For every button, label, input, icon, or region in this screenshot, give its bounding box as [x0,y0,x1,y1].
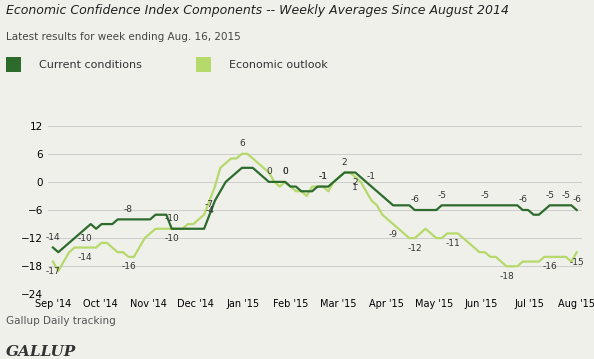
Text: -8: -8 [124,205,133,214]
Text: -6: -6 [572,195,581,205]
Text: -18: -18 [499,272,514,281]
Text: Gallup Daily tracking: Gallup Daily tracking [6,316,116,326]
Text: 0: 0 [266,167,272,176]
Text: -5: -5 [545,191,554,200]
Text: -16: -16 [121,262,136,271]
Text: -1: -1 [318,172,327,181]
Text: -14: -14 [78,253,93,262]
Text: -10: -10 [78,234,93,243]
Text: 2: 2 [352,178,358,187]
Text: 6: 6 [239,139,245,148]
Text: -5: -5 [437,191,446,200]
Text: -1: -1 [367,172,376,181]
Text: GALLUP: GALLUP [6,345,76,359]
Text: Economic outlook: Economic outlook [229,60,327,70]
Text: 1: 1 [352,183,358,192]
Text: -1: -1 [318,172,327,181]
Text: Economic Confidence Index Components -- Weekly Averages Since August 2014: Economic Confidence Index Components -- … [6,4,509,17]
Text: 0: 0 [282,167,288,176]
Text: -6: -6 [518,195,527,205]
Text: 0: 0 [282,167,288,176]
Text: -12: -12 [407,244,422,253]
Text: Latest results for week ending Aug. 16, 2015: Latest results for week ending Aug. 16, … [6,32,241,42]
Text: -7: -7 [205,200,214,209]
Text: -9: -9 [388,230,397,239]
Text: -16: -16 [542,262,557,271]
Text: -6: -6 [410,195,419,205]
Text: -10: -10 [165,214,179,223]
Text: -15: -15 [569,258,584,267]
Text: -11: -11 [445,239,460,248]
Text: -4: -4 [205,206,214,215]
Text: 2: 2 [342,158,347,167]
Text: Current conditions: Current conditions [39,60,141,70]
Text: -5: -5 [561,191,570,200]
Text: -14: -14 [46,233,60,242]
Text: -10: -10 [165,234,179,243]
Text: -5: -5 [481,191,489,200]
Text: -17: -17 [46,267,61,276]
